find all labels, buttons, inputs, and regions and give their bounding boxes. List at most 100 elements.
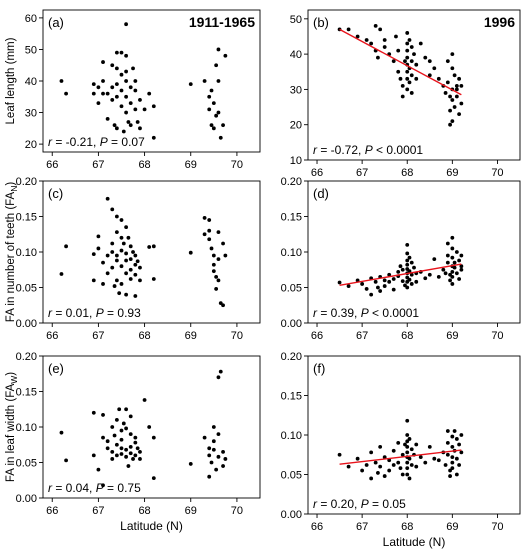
- data-point: [400, 83, 405, 88]
- data-point: [207, 446, 212, 451]
- data-point: [448, 122, 452, 127]
- data-point: [405, 450, 410, 455]
- data-point: [405, 31, 410, 35]
- data-point: [64, 244, 68, 249]
- data-point: [454, 83, 459, 88]
- data-point: [409, 73, 414, 78]
- data-point: [378, 464, 383, 469]
- data-point: [114, 50, 119, 55]
- stat-annotation: r = -0.72, P < 0.0001: [313, 143, 423, 157]
- x-tick-label: 69: [446, 330, 458, 342]
- data-point: [409, 282, 414, 286]
- data-point: [59, 430, 64, 435]
- x-tick-label: 69: [185, 505, 197, 517]
- data-point: [427, 272, 432, 277]
- data-point: [452, 73, 457, 78]
- panel-label: (e): [48, 361, 64, 376]
- data-point: [450, 246, 455, 251]
- data-point: [373, 23, 378, 28]
- data-point: [114, 253, 119, 258]
- y-axis-label: FA in leaf width (FAW): [5, 372, 19, 482]
- x-tick-label: 66: [46, 330, 58, 342]
- data-point: [119, 282, 124, 286]
- data-point: [119, 248, 124, 253]
- data-point: [454, 271, 459, 276]
- data-point: [394, 34, 398, 39]
- data-point: [459, 433, 464, 437]
- data-point: [135, 259, 140, 264]
- x-tick-label: 70: [231, 159, 243, 171]
- data-point: [59, 272, 64, 276]
- data-point: [121, 129, 126, 134]
- data-point: [96, 246, 101, 251]
- y-tick-label: 50: [290, 14, 302, 26]
- data-point: [128, 267, 133, 272]
- data-point: [131, 66, 135, 71]
- data-point: [387, 279, 392, 284]
- data-point: [409, 91, 414, 95]
- data-point: [450, 455, 455, 460]
- data-point: [119, 218, 124, 222]
- data-point: [223, 457, 228, 461]
- data-point: [207, 107, 212, 112]
- data-point: [391, 277, 396, 281]
- x-tick-label: 68: [138, 159, 150, 171]
- panel-label: (b): [313, 15, 329, 30]
- y-tick-label: 0.20: [16, 351, 37, 363]
- y-tick-label: 0.05: [281, 470, 302, 482]
- data-point: [128, 101, 133, 105]
- data-point: [114, 453, 119, 458]
- data-point: [211, 253, 216, 258]
- data-point: [207, 218, 212, 222]
- data-point: [454, 456, 459, 461]
- data-point: [346, 27, 351, 32]
- data-point: [450, 460, 455, 465]
- data-point: [405, 55, 410, 60]
- data-point: [110, 265, 115, 270]
- data-point: [211, 101, 216, 105]
- data-point: [188, 82, 193, 87]
- data-point: [382, 474, 387, 478]
- data-point: [364, 463, 369, 467]
- data-point: [105, 91, 110, 96]
- x-tick-label: 68: [138, 330, 150, 342]
- data-point: [405, 285, 410, 290]
- data-point: [409, 272, 414, 277]
- data-point: [454, 472, 459, 477]
- data-point: [391, 287, 396, 292]
- x-tick-label: 68: [401, 330, 413, 342]
- y-tick-label: 0.20: [281, 351, 302, 363]
- x-tick-label: 70: [491, 167, 503, 179]
- data-point: [211, 269, 216, 274]
- data-point: [124, 69, 129, 74]
- data-point: [409, 260, 414, 265]
- data-point: [407, 456, 412, 461]
- y-tick-label: 30: [290, 84, 302, 96]
- data-point: [369, 292, 374, 297]
- data-point: [135, 120, 140, 124]
- data-point: [387, 468, 392, 473]
- data-point: [124, 258, 129, 263]
- data-point: [133, 79, 138, 83]
- x-tick-label: 70: [491, 521, 503, 533]
- data-point: [105, 446, 110, 451]
- data-point: [112, 433, 117, 438]
- data-point: [202, 216, 207, 220]
- data-point: [211, 262, 216, 267]
- data-point: [188, 250, 193, 255]
- data-point: [378, 444, 383, 449]
- data-point: [209, 123, 214, 128]
- data-point: [114, 258, 119, 263]
- data-point: [443, 271, 448, 276]
- data-point: [124, 292, 129, 297]
- data-point: [110, 63, 115, 68]
- data-point: [138, 98, 142, 102]
- data-point: [400, 94, 405, 99]
- data-point: [436, 76, 441, 81]
- data-point: [364, 38, 369, 42]
- data-point: [457, 258, 462, 263]
- data-point: [119, 264, 124, 269]
- y-tick-label: 50: [25, 44, 37, 56]
- data-point: [450, 66, 455, 71]
- x-tick-label: 69: [446, 167, 458, 179]
